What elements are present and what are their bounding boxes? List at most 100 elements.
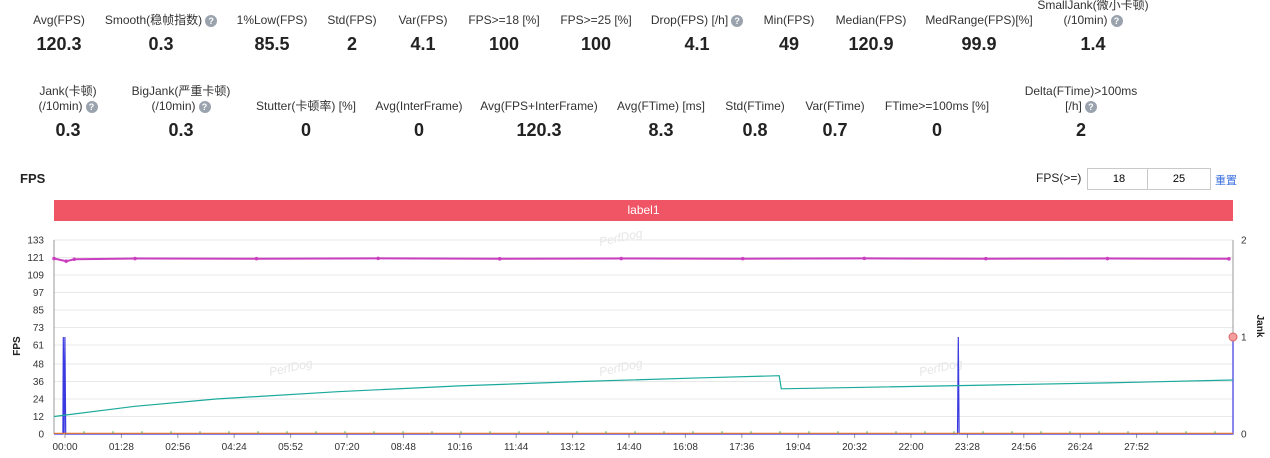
metric-label: Min(FPS) (763, 13, 815, 27)
fps-point (740, 256, 745, 261)
metric-label: Avg(InterFrame) (375, 99, 463, 113)
metric-value: 100 (580, 34, 612, 54)
row2-metric-8: FTime>=100ms [%] 0 (877, 84, 997, 141)
metric-value: 120.9 (848, 34, 894, 54)
metric-label: Drop(FPS) [/h] (650, 13, 729, 27)
metric-value: 4.1 (410, 34, 436, 54)
watermark-text: PerfDog (598, 356, 644, 379)
metric-value: 0.8 (742, 120, 768, 140)
metric-label: FPS>=25 [%] (560, 13, 632, 27)
fps-threshold-input-1[interactable] (1087, 168, 1151, 190)
jank-marker-point (1228, 332, 1238, 342)
fps-point (254, 256, 259, 261)
fps-point (619, 256, 624, 261)
row1-metric-11: SmallJank(微小卡顿) (/10min)? 1.4 (1033, 0, 1153, 55)
reset-button[interactable]: 重置 (1215, 175, 1237, 187)
chart-watermarks: PerfDog PerfDog PerfDog PerfDog (268, 226, 964, 379)
x-tick-label: 07:20 (334, 442, 359, 453)
y-tick-label: 48 (33, 359, 45, 370)
y-tick-label: 121 (27, 253, 44, 264)
y2-tick-label: 0 (1241, 430, 1247, 441)
y-tick-label: 109 (27, 271, 44, 282)
fps-point (1105, 256, 1110, 261)
x-tick-label: 26:24 (1068, 442, 1093, 453)
metric-value: 0.7 (822, 120, 848, 140)
metric-value: 0 (931, 120, 942, 140)
x-tick-label: 02:56 (165, 442, 190, 453)
x-tick-label: 13:12 (560, 442, 585, 453)
metric-label: Avg(FTime) [ms] (616, 99, 705, 113)
metric-value: 2 (346, 34, 357, 54)
help-icon[interactable]: ? (1084, 100, 1097, 113)
fps-point (497, 257, 502, 261)
metric-label: Std(FTime) (725, 99, 785, 113)
label-bar[interactable]: label1 (54, 200, 1233, 221)
y-tick-label: 97 (33, 288, 45, 299)
row2-metric-3: Avg(InterFrame) 0 (359, 84, 479, 141)
metric-value: 1.4 (1080, 34, 1106, 54)
row2-metric-1: BigJank(严重卡顿) (/10min)? 0.3 (121, 84, 241, 141)
watermark-text: PerfDog (918, 356, 964, 379)
metric-label: 1%Low(FPS) (236, 13, 308, 27)
fps-threshold-input-2[interactable] (1147, 168, 1211, 190)
row2-metric-0: Jank(卡顿) (/10min)? 0.3 (8, 84, 128, 141)
row1-metric-3: Std(FPS) 2 (292, 0, 412, 55)
metric-label: Std(FPS) (327, 13, 377, 27)
x-tick-label: 04:24 (222, 442, 247, 453)
chart-y2-ticks: 0 1 2 (1241, 236, 1247, 441)
series-line-2 (53, 375, 1234, 418)
chart-y2-axis-label: Jank (1254, 315, 1265, 338)
x-tick-label: 20:32 (842, 442, 867, 453)
y-tick-label: 36 (33, 377, 45, 388)
fps-threshold-label: FPS(>=) (1036, 171, 1082, 185)
row2-metric-4: Avg(FPS+InterFrame) 120.3 (479, 84, 599, 141)
metric-value: 0.3 (168, 120, 194, 140)
fps-section-title: FPS (20, 171, 46, 186)
fps-point (64, 259, 68, 263)
fps-point (1227, 257, 1231, 261)
metric-value: 0 (300, 120, 311, 140)
row2-metric-2: Stutter(卡顿率) [%] 0 (246, 84, 366, 141)
fps-point (133, 256, 137, 261)
help-icon[interactable]: ? (1110, 14, 1123, 27)
row1-metric-7: Drop(FPS) [/h]? 4.1 (637, 0, 757, 55)
watermark-text: PerfDog (598, 226, 644, 249)
y-tick-label: 133 (27, 236, 44, 247)
row1-metric-1: Smooth(稳帧指数)? 0.3 (101, 0, 221, 55)
fps-point (52, 256, 56, 261)
metric-label: FTime>=100ms [%] (884, 99, 990, 113)
row1-metric-2: 1%Low(FPS) 85.5 (212, 0, 332, 55)
metric-value: 49 (778, 34, 800, 54)
metric-value: 0 (413, 120, 424, 140)
help-icon[interactable]: ? (205, 14, 218, 27)
metric-value: 0.3 (55, 120, 81, 140)
y2-tick-label: 1 (1241, 333, 1247, 344)
help-icon[interactable]: ? (198, 100, 211, 113)
y-tick-label: 85 (33, 306, 45, 317)
watermark-text: PerfDog (268, 356, 314, 379)
x-tick-label: 16:08 (673, 442, 698, 453)
y-tick-label: 24 (33, 394, 45, 405)
metric-label: SmallJank(微小卡顿) (1037, 0, 1149, 12)
x-tick-label: 00:00 (52, 442, 77, 453)
series-line-1 (54, 336, 1234, 435)
metric-label: Stutter(卡顿率) [%] (255, 99, 356, 113)
fps-point (72, 257, 77, 262)
metric-label: Smooth(稳帧指数) (104, 13, 203, 27)
x-tick-label: 01:28 (109, 442, 134, 453)
help-icon[interactable]: ? (85, 100, 98, 113)
series-line-0 (53, 257, 1229, 263)
metric-value: 100 (488, 34, 520, 54)
metric-label: Var(FPS) (398, 13, 448, 27)
x-tick-label: 10:16 (447, 442, 472, 453)
metric-label: Median(FPS) (835, 13, 907, 27)
metric-label: Jank(卡顿) (39, 84, 97, 98)
y-tick-label: 12 (33, 412, 45, 423)
metric-value: 2 (1075, 120, 1086, 140)
metric-value: 99.9 (961, 34, 997, 54)
fps-point (862, 256, 867, 261)
row1-metric-5: FPS>=18 [%] 100 (444, 0, 564, 55)
help-icon[interactable]: ? (731, 14, 744, 27)
x-tick-label: 19:04 (786, 442, 811, 453)
